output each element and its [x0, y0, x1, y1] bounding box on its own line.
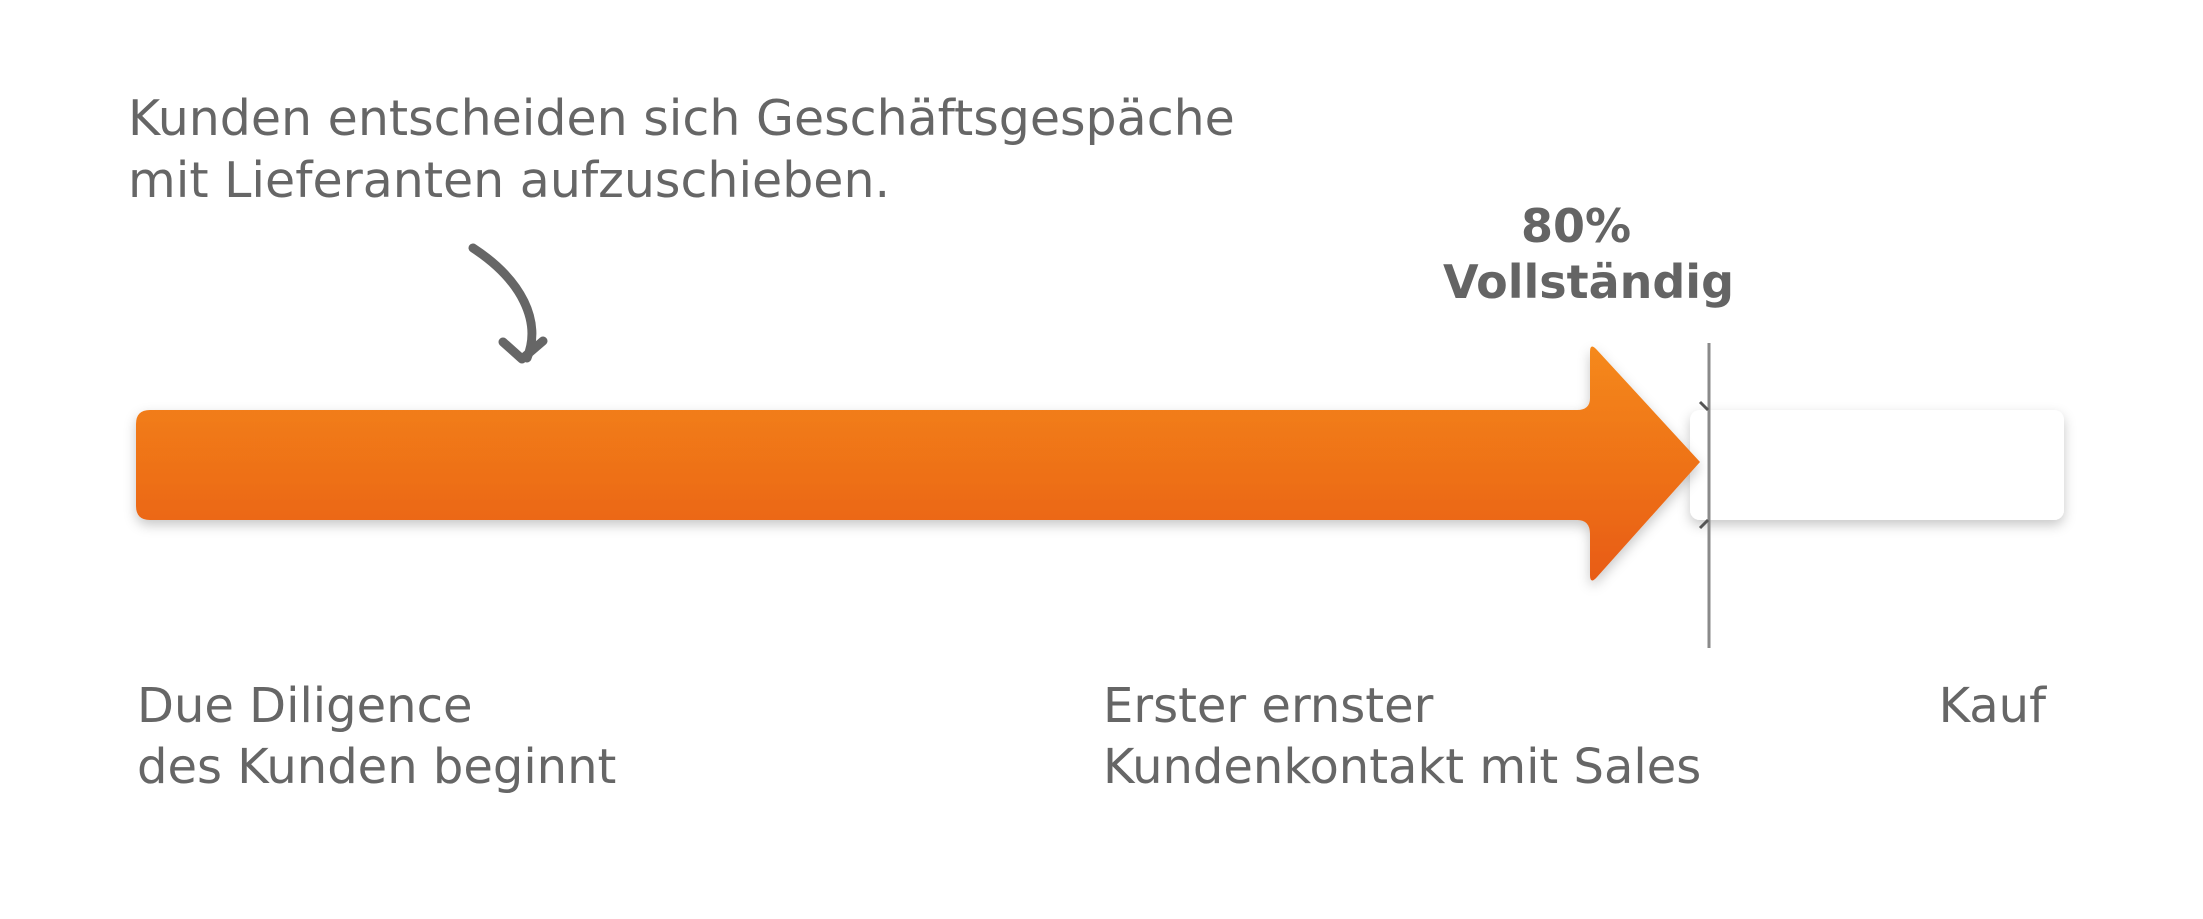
curved-arrow-icon	[468, 243, 537, 363]
annotation-text: Kunden entscheiden sich Geschäftsgespäch…	[128, 88, 1235, 212]
progress-arrow	[136, 346, 1700, 581]
remaining-track	[1690, 410, 2064, 520]
stage-label: Erster ernster	[1103, 678, 1434, 734]
stage-label: des Kunden beginnt	[137, 739, 617, 795]
stage-label: Due Diligence	[137, 678, 473, 734]
progress-percent: 80%	[1520, 199, 1632, 253]
stage-label: Kauf	[1938, 678, 2046, 734]
progress-status: Vollständig	[1443, 255, 1735, 309]
progress-label: 80% Vollständig	[1443, 198, 1735, 310]
marker-tick-bottom	[1698, 518, 1710, 530]
stage-due-diligence: Due Diligence des Kunden beginnt	[137, 676, 616, 798]
curved-arrow-head	[498, 336, 548, 364]
annotation-line-1: Kunden entscheiden sich Geschäftsgespäch…	[128, 90, 1235, 147]
stage-first-contact: Erster ernster Kundenkontakt mit Sales	[1103, 676, 1701, 798]
stage-label: Kundenkontakt mit Sales	[1103, 739, 1702, 795]
marker-tick-top	[1698, 400, 1710, 412]
annotation-line-2: mit Lieferanten aufzuschieben.	[128, 152, 891, 209]
stage-purchase: Kauf	[1939, 676, 2046, 737]
